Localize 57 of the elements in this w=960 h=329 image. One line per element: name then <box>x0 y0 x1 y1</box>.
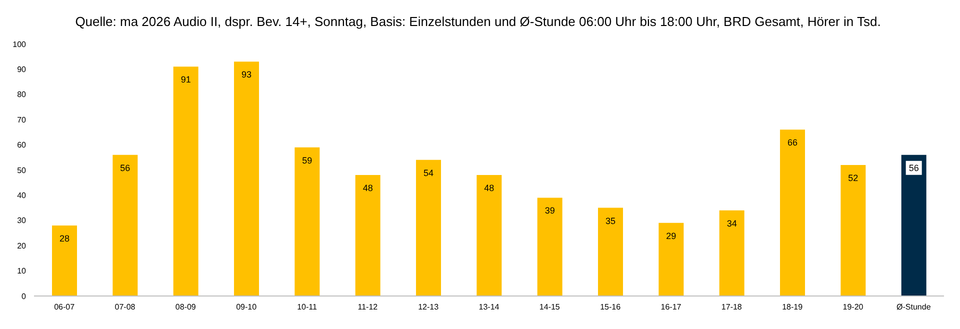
x-tick-label: 18-19 <box>782 302 804 312</box>
data-label: 34 <box>726 218 737 228</box>
bar <box>658 222 684 296</box>
data-label: 59 <box>302 155 312 166</box>
y-tick-label: 80 <box>17 90 27 100</box>
x-tick-label: 07-08 <box>114 302 136 312</box>
data-label: 28 <box>59 233 70 244</box>
x-tick-label: 10-11 <box>297 302 318 312</box>
data-label: 91 <box>180 74 191 85</box>
data-label: 66 <box>787 138 798 148</box>
x-tick-label: 12-13 <box>418 302 440 312</box>
bar <box>355 175 380 296</box>
bar <box>416 160 441 296</box>
y-tick-label: 50 <box>17 166 27 175</box>
data-label: 39 <box>544 206 555 216</box>
bar <box>52 225 77 296</box>
x-tick-label: 17-18 <box>721 302 742 312</box>
x-tick-label: 09-10 <box>236 302 258 312</box>
bar <box>719 210 744 296</box>
data-label: 52 <box>848 172 858 183</box>
data-label: 93 <box>241 70 252 80</box>
data-label: 35 <box>605 216 616 226</box>
x-tick-label: 08-09 <box>175 302 196 312</box>
x-tick-label: 19-20 <box>842 302 864 312</box>
y-tick-label: 30 <box>17 216 27 226</box>
x-tick-label: 15-16 <box>600 302 622 312</box>
y-tick-label: 100 <box>12 40 27 49</box>
x-tick-label: 13-14 <box>478 302 500 312</box>
y-tick-label: 60 <box>17 140 27 150</box>
x-tick-label: 06-07 <box>54 302 76 312</box>
data-label: 54 <box>423 168 434 178</box>
bar <box>294 147 320 296</box>
y-tick-label: 40 <box>17 191 27 200</box>
x-tick-label: Ø-Stunde <box>896 302 932 312</box>
bar <box>476 175 502 296</box>
bar <box>840 164 866 296</box>
data-label: 48 <box>484 183 494 194</box>
data-label: 29 <box>666 230 676 241</box>
bar <box>598 208 623 296</box>
bar <box>901 154 926 296</box>
x-tick-label: 14-15 <box>539 302 560 312</box>
y-tick-label: 20 <box>17 241 27 250</box>
data-label: 48 <box>362 183 373 194</box>
y-tick-label: 10 <box>17 266 27 276</box>
data-label: 56 <box>908 162 919 173</box>
data-label: 56 <box>120 162 130 173</box>
bar <box>537 198 562 296</box>
x-tick-label: 16-17 <box>660 302 682 312</box>
chart-title: Quelle: ma 2026 Audio II, dspr. Bev. 14+, Sonntag, Basis: Einzelstunden und Ø-Stunde 06:00 Uhr bis 18:00 Uhr, BRD Gesamt, Hörer in Tsd. <box>74 13 882 31</box>
bar <box>173 66 198 296</box>
y-tick-label: 90 <box>17 65 27 74</box>
y-tick-label: 0 <box>22 292 27 301</box>
bar <box>234 62 259 296</box>
bar <box>780 130 805 296</box>
bar <box>112 154 138 296</box>
x-tick-label: 11-12 <box>358 302 378 312</box>
y-tick-label: 70 <box>17 115 27 124</box>
